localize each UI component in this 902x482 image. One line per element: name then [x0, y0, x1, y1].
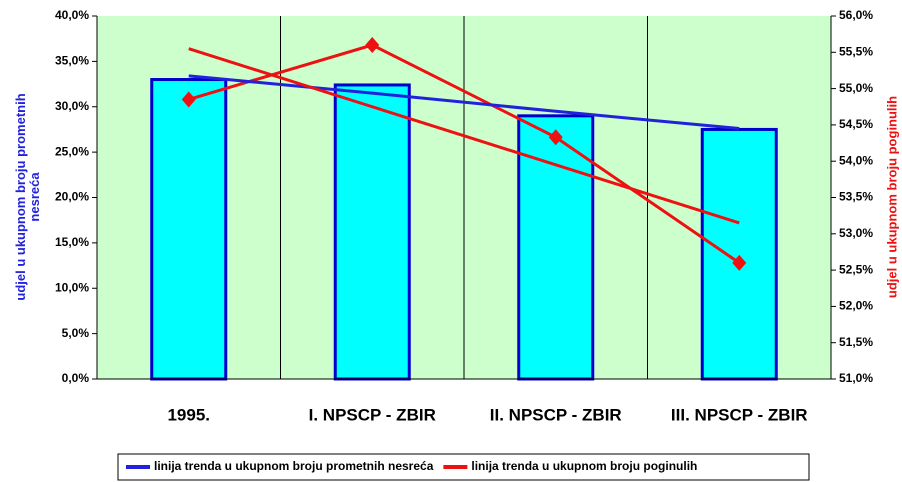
- y-tick-label: 30,0%: [55, 99, 89, 113]
- x-tick-label: III. NPSCP - ZBIR: [671, 405, 808, 424]
- y2-tick-label: 55,0%: [839, 81, 873, 95]
- y-tick-label: 10,0%: [55, 280, 89, 294]
- y-axis-label-line: udjel u ukupnom broju prometnih: [13, 93, 28, 300]
- legend-label: linija trenda u ukupnom broju prometnih …: [154, 459, 434, 473]
- y2-tick-label: 54,0%: [839, 153, 873, 167]
- y2-tick-label: 52,0%: [839, 299, 873, 313]
- y-tick-label: 5,0%: [62, 326, 90, 340]
- bar: [700, 127, 778, 381]
- trend-line: [188, 74, 740, 131]
- y2-tick-label: 51,5%: [839, 335, 873, 349]
- x-tick-label: I. NPSCP - ZBIR: [309, 405, 436, 424]
- y-tick-label: 25,0%: [55, 144, 89, 158]
- legend-label: linija trenda u ukupnom broju poginulih: [471, 459, 697, 473]
- marker: [732, 254, 747, 271]
- x-tick-label: II. NPSCP - ZBIR: [490, 405, 622, 424]
- marker: [181, 91, 196, 108]
- y-tick-label: 35,0%: [55, 54, 89, 68]
- marker: [548, 129, 563, 146]
- y2-axis-label: udjel u ukupnom broju poginulih: [884, 96, 899, 298]
- y2-tick-label: 52,5%: [839, 262, 873, 276]
- bar: [333, 83, 411, 381]
- y-tick-label: 0,0%: [62, 371, 90, 385]
- y-tick-label: 15,0%: [55, 235, 89, 249]
- y2-tick-label: 54,5%: [839, 117, 873, 131]
- bar: [150, 78, 228, 381]
- y2-tick-label: 53,5%: [839, 190, 873, 204]
- y2-tick-label: 55,5%: [839, 44, 873, 58]
- y-tick-label: 20,0%: [55, 190, 89, 204]
- marker: [365, 37, 380, 54]
- trend-line: [188, 47, 740, 225]
- y2-tick-label: 53,0%: [839, 226, 873, 240]
- y-tick-label: 40,0%: [55, 8, 89, 22]
- y2-tick-label: 51,0%: [839, 371, 873, 385]
- line: [188, 43, 741, 265]
- x-tick-label: 1995.: [167, 405, 210, 424]
- y-axis-label: udjel u ukupnom broju prometnihnesreća: [13, 93, 42, 300]
- y-axis-label-line: nesreća: [27, 172, 42, 222]
- y2-tick-label: 56,0%: [839, 8, 873, 22]
